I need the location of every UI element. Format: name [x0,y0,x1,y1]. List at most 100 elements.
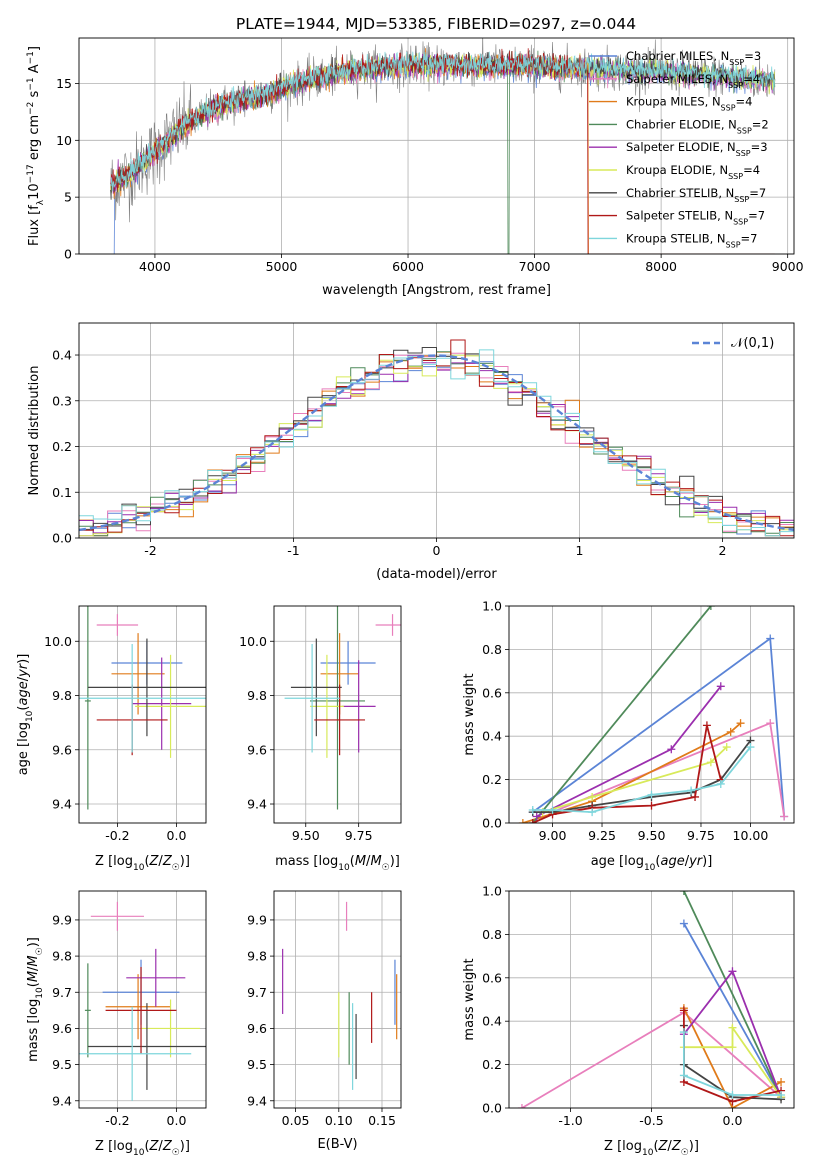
weight-marker [777,1090,786,1099]
y-tick-label: 9.9 [247,912,267,927]
x-tick-label: 9.50 [292,828,320,843]
spectrum-frame [78,37,795,255]
y-tick-label: 0.4 [52,348,72,363]
x-tick-label: 8000 [645,259,677,274]
x-tick-label: 0.0 [723,1113,743,1128]
weight-marker [736,719,745,728]
x-tick-label: -0.5 [639,1113,663,1128]
x-axis-label: Z [log10(Z/Z☉)] [95,854,190,873]
y-tick-label: 9.7 [247,985,267,1000]
errorbars-mass_vs_ebv [282,901,398,1090]
x-tick-label: -0.2 [105,828,129,843]
y-tick-label: 10.0 [239,634,267,649]
spectrum-model-line [110,51,776,191]
x-tick-label: -1.0 [558,1113,582,1128]
weight-marker [687,786,696,795]
weight-lines-weight_vs_age [518,606,789,823]
y-tick-label: 0.6 [482,970,502,985]
residuals-frame [78,322,795,539]
y-tick-label: 9.4 [247,797,267,812]
y-tick-label: 9.6 [247,1021,267,1036]
legend-entry: Chabrier ELODIE, NSSP=2 [626,117,769,135]
weight-marker [706,758,715,767]
legend-entry: Salpeter MILES, NSSP=4 [626,72,760,90]
weight-marker [647,790,656,799]
weight-line [683,1007,782,1108]
x-tick-label: 1 [576,543,584,558]
x-tick-label: 9000 [772,259,804,274]
grid [79,606,206,823]
spectrum-lines [110,38,776,254]
x-tick-label: 10.00 [733,828,769,843]
legend-entry: Kroupa ELODIE, NSSP=4 [626,163,760,181]
x-axis-label: wavelength [Angstrom, rest frame] [322,283,551,298]
errorbars-age_vs_Z [79,606,206,810]
y-tick-label: 0.2 [482,772,502,787]
weight-marker [726,727,735,736]
errorbars-age_vs_mass [284,606,401,810]
y-tick-label: 0.6 [482,685,502,700]
y-tick-label: 9.8 [52,949,72,964]
x-tick-label: 0.15 [368,1113,396,1128]
weight-line [683,891,782,1098]
mass_vs_ebv-frame [273,890,402,1109]
weight-marker [702,721,711,730]
weight-marker [728,967,737,976]
weight-marker [667,745,676,754]
y-tick-label: 0.4 [482,1014,502,1029]
weight-marker [548,805,557,814]
y-tick-label: 9.5 [247,1057,267,1072]
weight-marker [528,805,537,814]
x-axis-label: age [log10(age/yr)] [591,854,713,873]
x-tick-label: 9.50 [638,828,666,843]
weight-marker [722,743,731,752]
y-tick-label: 9.8 [52,688,72,703]
y-axis-label: mass [log10(M/M☉)] [26,937,45,1062]
y-tick-label: 0.0 [52,531,72,546]
x-tick-label: 7000 [519,259,551,274]
x-tick-label: 4000 [139,259,171,274]
x-tick-label: 9.75 [687,828,715,843]
weight-marker [517,1104,526,1108]
weight-marker [691,792,700,801]
y-tick-label: 9.5 [52,1057,72,1072]
legend-entry: 𝒩(0,1) [731,336,774,351]
x-tick-label: 9.00 [539,828,567,843]
y-tick-label: 0.1 [52,485,72,500]
panel-age_vs_Z: -0.2 0.0 9.4 9.6 9.8 10.0 [44,606,206,843]
panel-mass_vs_ebv: 0.05 0.10 0.15 9.4 9.5 9.6 9.7 9.8 9.9 [247,891,401,1128]
weight-marker [588,808,597,817]
panel-age_vs_mass: 9.50 9.75 9.4 9.6 9.8 10.0 [239,606,401,843]
y-tick-label: 10 [56,133,72,148]
y-tick-label: 9.9 [52,912,72,927]
x-tick-label: -0.2 [105,1113,129,1128]
weight-line [683,1032,781,1096]
weight-marker [518,819,527,823]
x-tick-label: 9.75 [345,828,373,843]
weight-marker [679,919,688,928]
x-tick-label: 9.25 [588,828,616,843]
y-axis-label: age [log10(age/yr)] [16,654,35,776]
x-tick-label: -2 [144,543,156,558]
y-tick-label: 9.8 [247,949,267,964]
x-tick-label: -1 [287,543,299,558]
age_vs_Z-frame [78,605,207,824]
weight-marker [679,891,688,895]
y-tick-label: 5 [64,190,72,205]
legend-entry: Kroupa MILES, NSSP=4 [626,95,752,113]
y-tick-label: 9.4 [247,1093,267,1108]
weight-marker [716,682,725,691]
mass_vs_Z-frame [78,890,207,1109]
y-tick-label: 9.8 [247,688,267,703]
y-tick-label: 0.3 [52,393,72,408]
x-tick-label: 2 [719,543,727,558]
x-tick-label: 0.0 [167,828,187,843]
weight-marker [728,1043,737,1052]
weight-marker [679,1006,688,1015]
y-tick-label: 9.4 [52,1093,72,1108]
x-axis-label: mass [log10(M/M☉)] [275,854,400,873]
weight-marker [528,819,537,823]
weight-marker [588,792,597,801]
legend-entry: Chabrier MILES, NSSP=3 [626,49,761,67]
figure-title: PLATE=1944, MJD=53385, FIBERID=0297, z=0… [236,15,636,33]
